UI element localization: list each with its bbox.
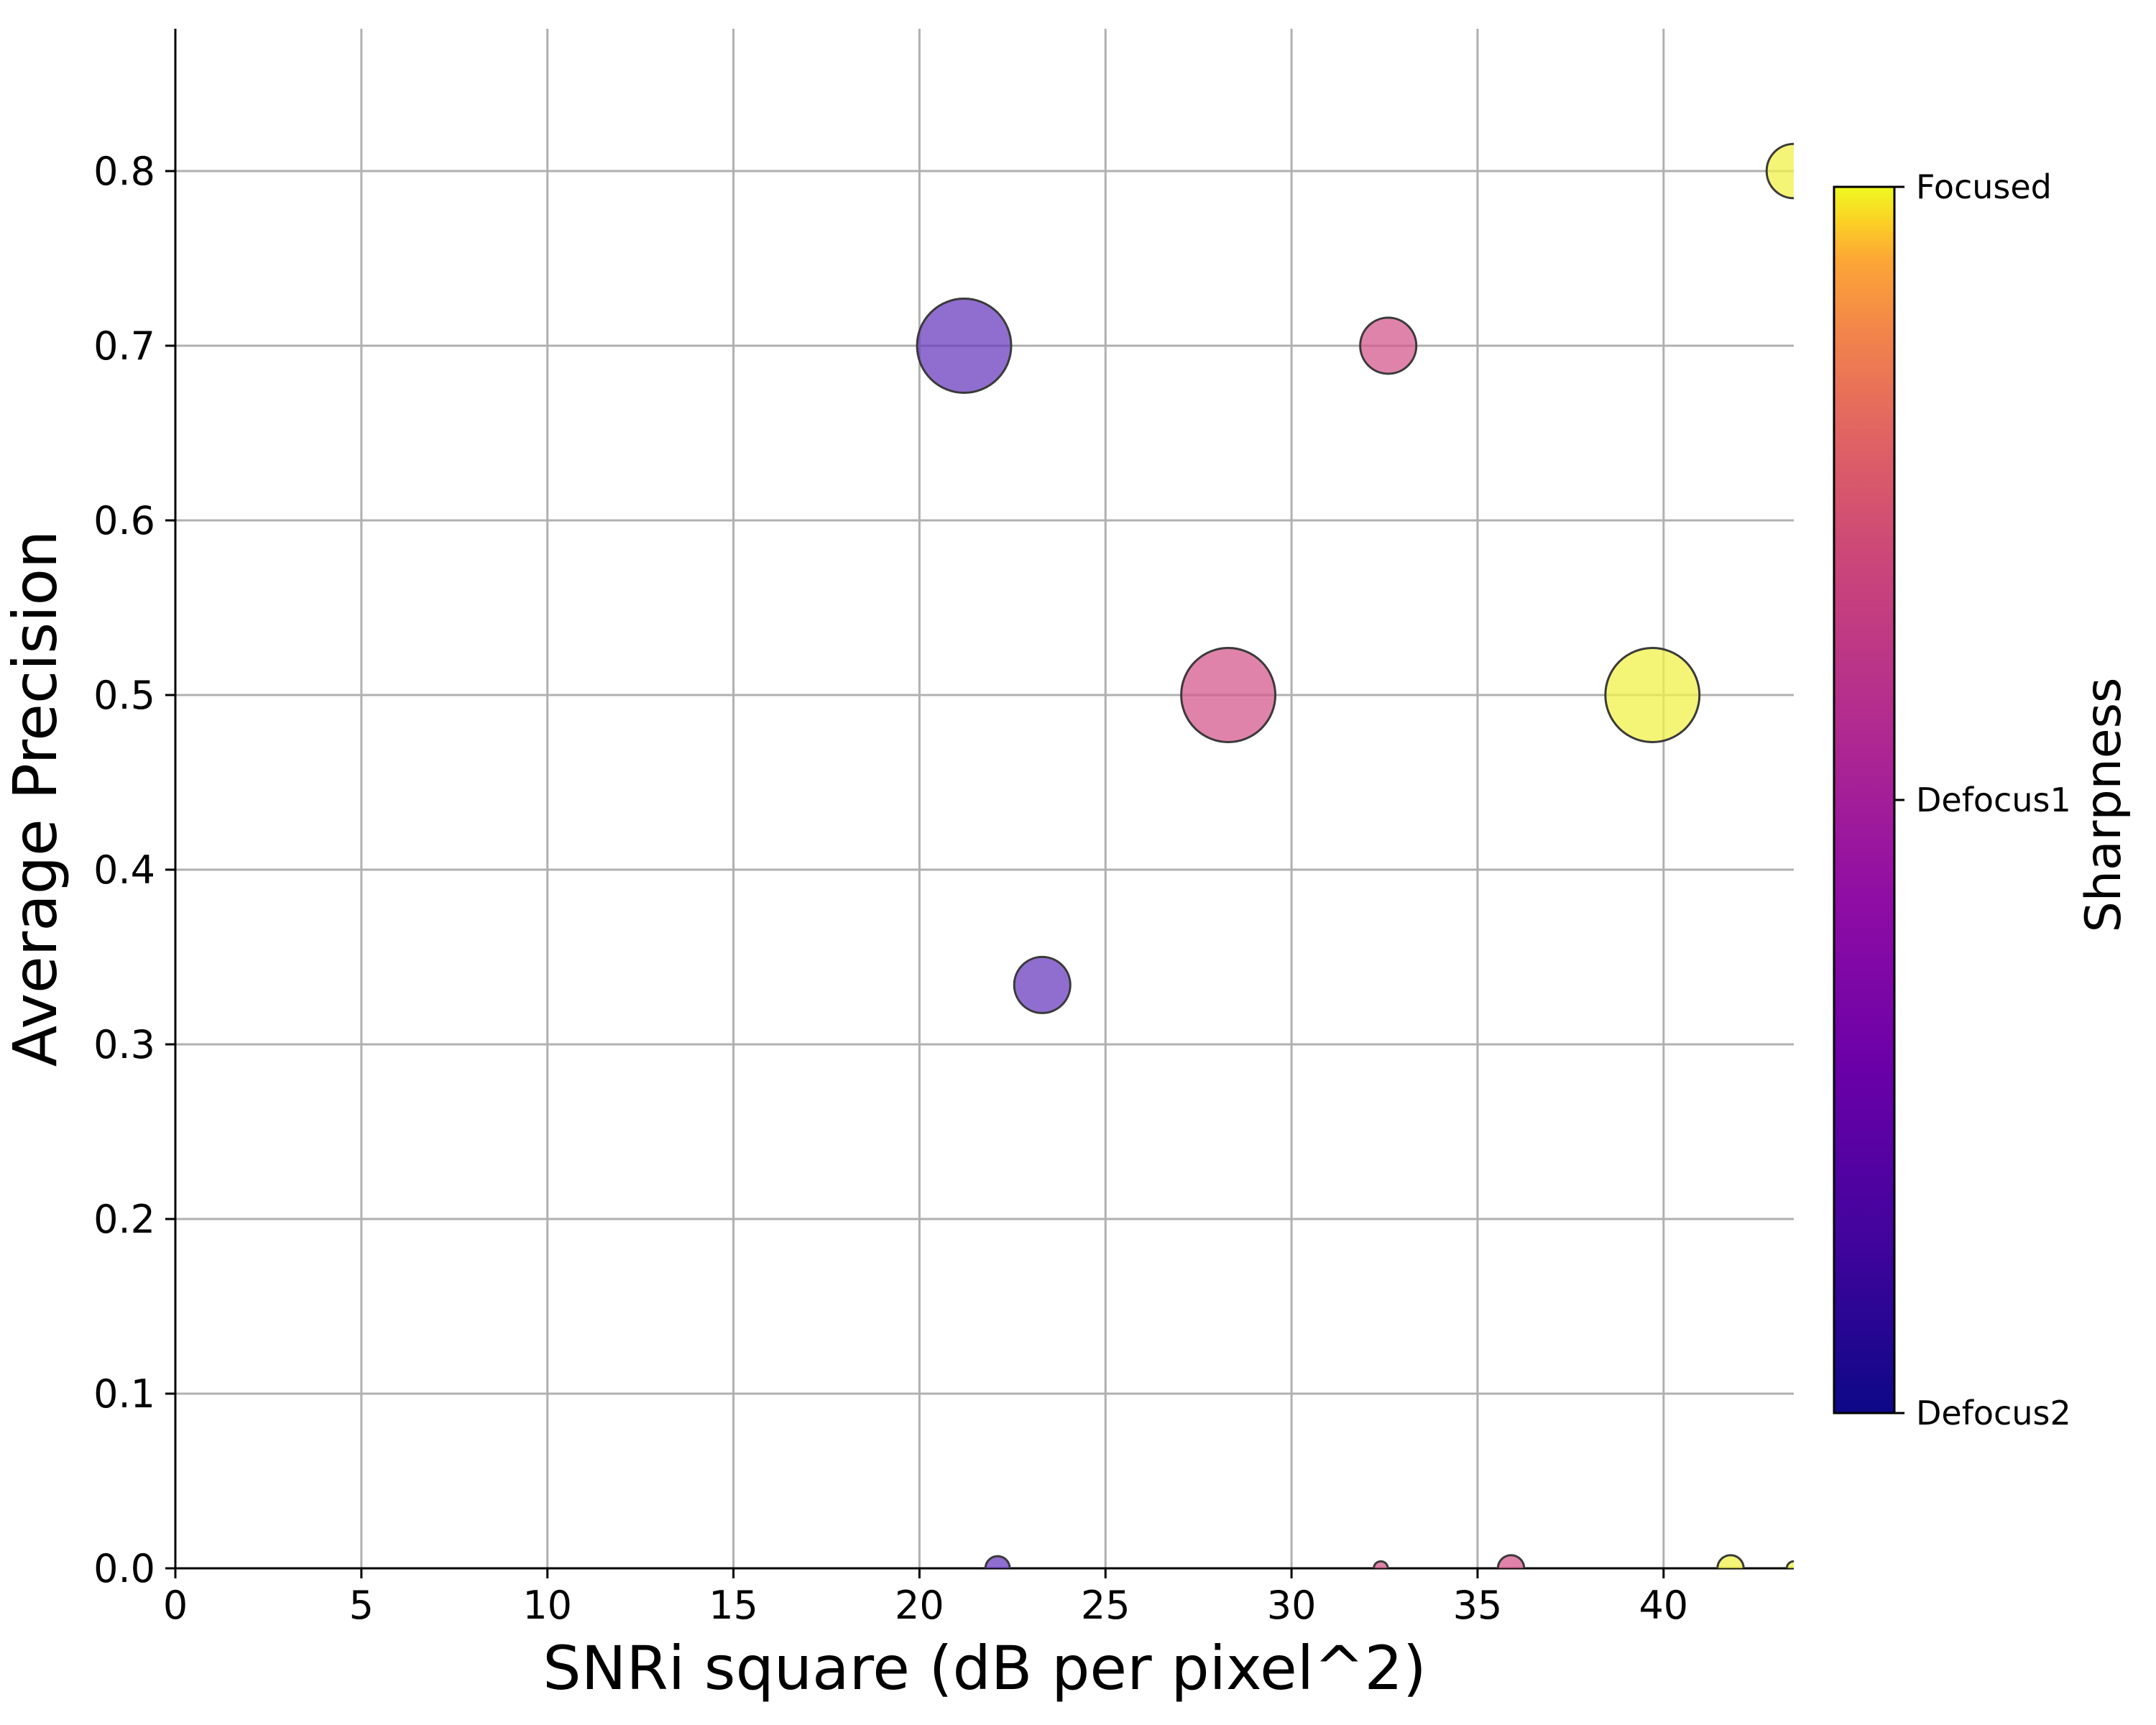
- grid-lines: [174, 29, 1794, 1570]
- x-tick-label: 10: [522, 1583, 572, 1628]
- colorbar-tick-label: Defocus2: [1916, 1394, 2071, 1432]
- y-tick-label: 0.5: [93, 673, 155, 718]
- y-tick-label: 0.1: [93, 1371, 155, 1417]
- y-tick-label: 0.3: [93, 1022, 155, 1067]
- scatter-point: [1013, 955, 1072, 1014]
- scatter-point: [916, 298, 1013, 394]
- colorbar-gradient: [1833, 185, 1896, 1414]
- scatter-point: [1496, 1554, 1526, 1568]
- scatter-points: [916, 142, 1794, 1568]
- scatter-point: [1765, 142, 1794, 200]
- y-axis-label: Average Precision: [0, 530, 70, 1067]
- x-tick-label: 15: [709, 1583, 758, 1628]
- x-tick-label: 0: [163, 1583, 188, 1628]
- scatter-point: [1604, 647, 1701, 743]
- x-tick-label: 40: [1639, 1583, 1688, 1628]
- colorbar: [1833, 185, 1896, 1414]
- y-ticks: 0.0 0.1 0.2 0.3 0.4 0.5 0.6 0.7 0.8: [93, 149, 175, 1591]
- x-ticks: 0 5 10 15 20 25 30 35 40: [163, 1568, 1688, 1628]
- scatter-point: [984, 1555, 1011, 1568]
- colorbar-label: Sharpness: [2076, 678, 2132, 933]
- scatter-point: [1785, 1560, 1794, 1568]
- y-tick-label: 0.4: [93, 847, 155, 893]
- x-tick-label: 35: [1453, 1583, 1503, 1628]
- y-tick-label: 0.0: [93, 1546, 155, 1591]
- x-tick-label: 30: [1267, 1583, 1317, 1628]
- y-tick-label: 0.6: [93, 498, 155, 543]
- axes: [174, 29, 1794, 1570]
- colorbar-tick-label: Focused: [1916, 167, 2052, 206]
- y-tick-label: 0.8: [93, 149, 155, 194]
- x-tick-label: 20: [895, 1583, 944, 1628]
- scatter-point: [1359, 316, 1418, 375]
- y-tick-label: 0.2: [93, 1197, 155, 1242]
- y-tick-label: 0.7: [93, 323, 155, 369]
- colorbar-ticks: Defocus2 Defocus1 Focused: [1894, 167, 2071, 1432]
- x-tick-label: 25: [1081, 1583, 1130, 1628]
- scatter-point: [1180, 647, 1277, 743]
- scatter-point: [1373, 1560, 1389, 1568]
- x-tick-label: 5: [349, 1583, 374, 1628]
- colorbar-tick-label: Defocus1: [1916, 781, 2071, 819]
- x-axis-label: SNRi square (dB per pixel^2): [543, 1633, 1426, 1703]
- scatter-point: [1716, 1554, 1745, 1568]
